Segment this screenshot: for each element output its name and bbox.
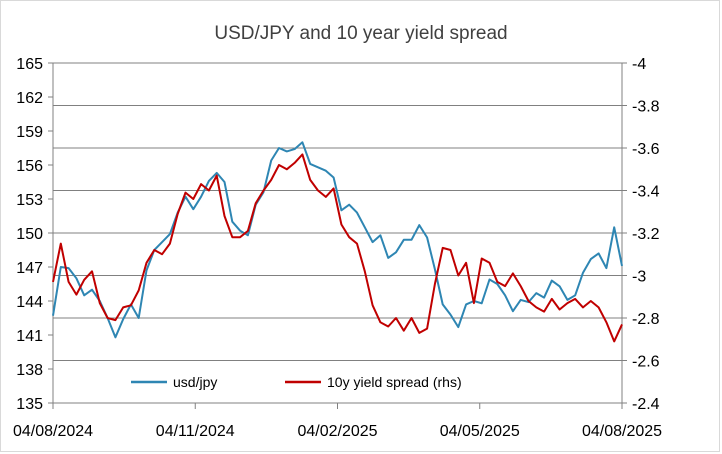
right-axis-tick-labels: -2.4 -2.6 -2.8 -3 -3.2 -3.4 -3.6 -3.8 -4 [622,56,660,413]
left-axis-tick-labels: 135 138 141 144 147 150 153 156 159 162 165 [16,56,53,413]
legend: usd/jpy 10y yield spread (rhs) [131,374,462,390]
series-line-usdjpy [52,141,623,339]
right-tick-label: -3.6 [632,141,660,158]
left-tick-label: 150 [16,226,43,243]
right-tick-label: -3.8 [632,99,660,116]
right-tick-label: -3 [632,269,646,286]
x-tick-label: 04/02/2025 [297,423,377,440]
legend-label-yield-spread: 10y yield spread (rhs) [327,374,462,390]
right-tick-label: -2.8 [632,311,660,328]
right-tick-label: -2.4 [632,396,660,413]
left-tick-label: 144 [16,294,43,311]
right-tick-label: -3.2 [632,226,660,243]
right-tick-label: -3.4 [632,184,660,201]
right-tick-label: -2.6 [632,354,660,371]
right-tick-label: -4 [632,56,646,73]
left-tick-label: 153 [16,192,43,209]
left-tick-label: 147 [16,260,43,277]
gridlines [53,62,622,404]
x-tick-label: 04/11/2024 [156,423,235,440]
series-lines [52,141,623,343]
chart-title: USD/JPY and 10 year yield spread [214,23,507,44]
x-tick-label: 04/05/2025 [440,423,520,440]
legend-label-usdjpy: usd/jpy [173,374,217,390]
x-tick-label: 04/08/2025 [582,423,662,440]
left-tick-label: 141 [16,328,43,345]
series-line-yield-spread [52,153,623,343]
left-tick-label: 138 [16,362,43,379]
left-tick-label: 159 [16,124,43,141]
x-axis-tick-labels: 04/08/2024 04/11/2024 04/02/2025 04/05/2025… [13,403,662,440]
left-tick-label: 162 [16,90,43,107]
left-tick-label: 156 [16,158,43,175]
left-tick-label: 135 [16,396,43,413]
x-tick-label: 04/08/2024 [13,423,93,440]
left-tick-label: 165 [16,56,43,73]
